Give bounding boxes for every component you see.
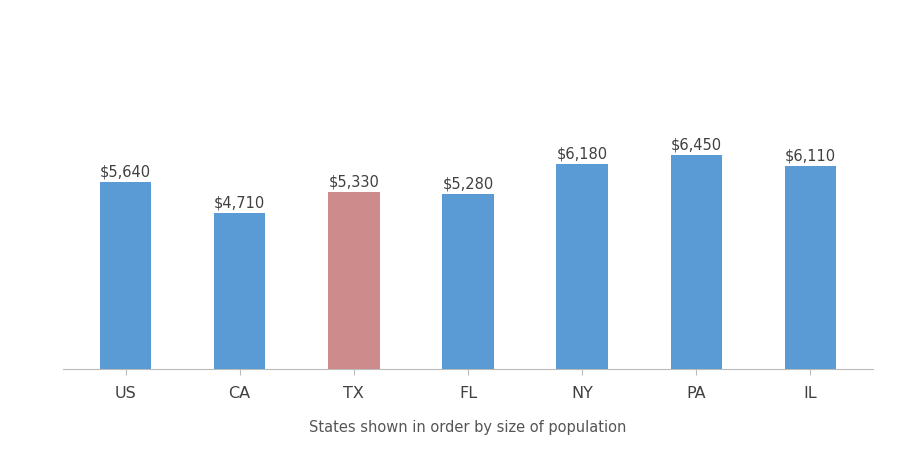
Text: $4,710: $4,710	[214, 195, 266, 210]
Text: $6,110: $6,110	[785, 149, 836, 164]
Bar	[670, 155, 722, 369]
Bar	[785, 166, 836, 369]
Text: $6,450: $6,450	[670, 138, 722, 153]
Text: $5,330: $5,330	[328, 175, 379, 189]
Bar	[328, 192, 380, 369]
Bar	[100, 182, 151, 369]
Bar	[556, 164, 608, 369]
Text: $6,180: $6,180	[556, 146, 608, 162]
X-axis label: States shown in order by size of population: States shown in order by size of populat…	[310, 420, 626, 435]
Text: $5,280: $5,280	[443, 176, 493, 191]
Bar	[214, 213, 266, 369]
Text: $5,640: $5,640	[100, 164, 151, 180]
Bar	[442, 194, 494, 369]
